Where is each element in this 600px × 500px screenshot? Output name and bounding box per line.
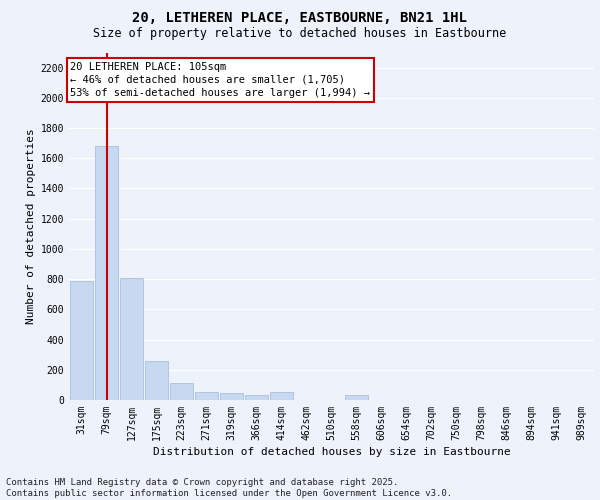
Text: Contains HM Land Registry data © Crown copyright and database right 2025.
Contai: Contains HM Land Registry data © Crown c… <box>6 478 452 498</box>
X-axis label: Distribution of detached houses by size in Eastbourne: Distribution of detached houses by size … <box>152 447 511 457</box>
Bar <box>245 396 268 400</box>
Y-axis label: Number of detached properties: Number of detached properties <box>26 128 37 324</box>
Bar <box>120 278 143 400</box>
Bar <box>95 146 118 400</box>
Text: 20, LETHEREN PLACE, EASTBOURNE, BN21 1HL: 20, LETHEREN PLACE, EASTBOURNE, BN21 1HL <box>133 11 467 25</box>
Bar <box>145 360 168 400</box>
Bar <box>170 382 193 400</box>
Bar <box>195 392 218 400</box>
Bar <box>70 280 93 400</box>
Text: Size of property relative to detached houses in Eastbourne: Size of property relative to detached ho… <box>94 28 506 40</box>
Bar <box>345 396 368 400</box>
Bar <box>270 392 293 400</box>
Text: 20 LETHEREN PLACE: 105sqm
← 46% of detached houses are smaller (1,705)
53% of se: 20 LETHEREN PLACE: 105sqm ← 46% of detac… <box>70 62 370 98</box>
Bar <box>220 393 243 400</box>
